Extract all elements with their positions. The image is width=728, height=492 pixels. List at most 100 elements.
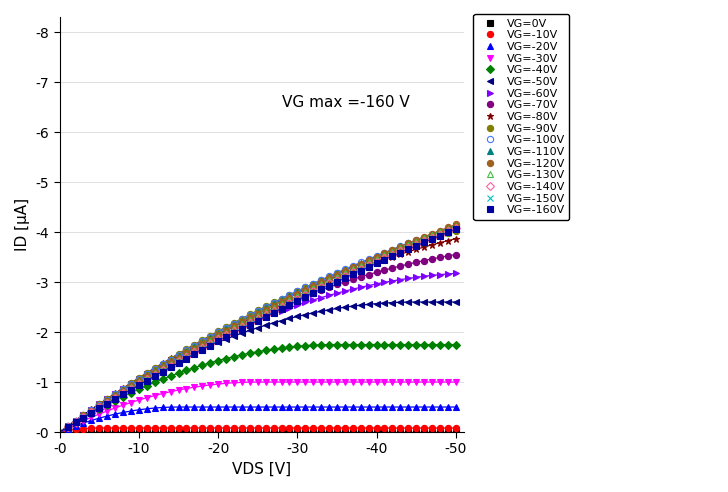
VG=-140V	[364, 262, 373, 268]
VG=-40V	[222, 356, 231, 362]
VG=-150V	[404, 246, 413, 252]
VG=-160V	[151, 373, 159, 379]
VG=-100V	[111, 392, 119, 398]
VG=-80V	[285, 293, 294, 299]
VG=-70V	[63, 423, 72, 429]
VG=-140V	[277, 304, 286, 309]
VG=-90V	[151, 366, 159, 371]
VG=-40V	[364, 341, 373, 347]
VG=-10V	[127, 425, 135, 431]
VG=-20V	[174, 404, 183, 410]
VG=-90V	[435, 233, 444, 239]
VG=-20V	[103, 413, 111, 419]
VG=-120V	[206, 337, 215, 342]
VG=-40V	[301, 343, 309, 349]
VG=-60V	[63, 423, 72, 429]
VG=-40V	[214, 358, 223, 364]
VG=-50V	[135, 378, 143, 384]
VG=-160V	[103, 400, 111, 406]
VG=-160V	[356, 268, 365, 274]
VG=0V	[229, 429, 238, 435]
VG=-50V	[182, 353, 191, 359]
VG=0V	[380, 429, 389, 435]
VG=-140V	[341, 273, 349, 279]
VG=-120V	[63, 424, 72, 430]
VG=-40V	[349, 341, 357, 347]
VG=-30V	[119, 402, 127, 408]
VG=-40V	[206, 360, 215, 366]
VG=-100V	[277, 296, 286, 302]
VG=-130V	[87, 409, 96, 415]
VG=-110V	[388, 246, 397, 252]
VG=-130V	[269, 305, 278, 311]
VG=-50V	[229, 333, 238, 339]
VG=-120V	[127, 383, 135, 389]
VG=-120V	[309, 283, 317, 289]
VG=-60V	[87, 407, 96, 413]
Line: VG=-40V: VG=-40V	[65, 341, 459, 430]
VG=-160V	[190, 351, 199, 357]
VG=-50V	[380, 300, 389, 306]
VG=-70V	[158, 362, 167, 368]
VG=-80V	[333, 274, 341, 279]
VG=-70V	[325, 284, 333, 290]
VG=-70V	[229, 324, 238, 330]
VG=-90V	[245, 311, 254, 317]
VG=-140V	[427, 235, 436, 241]
VG=-140V	[214, 337, 223, 342]
VG=-70V	[206, 336, 215, 341]
VG=-110V	[206, 335, 215, 341]
VG=-130V	[166, 361, 175, 367]
VG=-30V	[63, 425, 72, 431]
VG=-120V	[135, 378, 143, 384]
VG=-10V	[364, 425, 373, 431]
VG=-20V	[253, 404, 262, 410]
VG=-160V	[111, 396, 119, 402]
VG=-70V	[341, 279, 349, 285]
VG=-60V	[71, 418, 80, 424]
VG=-150V	[293, 297, 301, 303]
VG=-90V	[404, 243, 413, 249]
VG=-110V	[111, 392, 119, 398]
VG=-50V	[285, 315, 294, 321]
VG=-150V	[119, 391, 127, 397]
VG=-150V	[285, 301, 294, 307]
VG=-10V	[135, 425, 143, 431]
X-axis label: VDS [V]: VDS [V]	[232, 462, 291, 477]
VG=-110V	[372, 253, 381, 259]
VG=-130V	[158, 366, 167, 371]
VG=-50V	[301, 311, 309, 317]
VG=-100V	[166, 357, 175, 363]
VG=-70V	[237, 320, 246, 326]
VG=-50V	[63, 423, 72, 429]
VG=-10V	[388, 425, 397, 431]
VG=-140V	[372, 259, 381, 265]
VG=-10V	[349, 425, 357, 431]
VG=-160V	[333, 279, 341, 285]
VG=-130V	[206, 338, 215, 344]
VG=-50V	[261, 322, 270, 328]
VG=-110V	[253, 309, 262, 315]
VG=-120V	[222, 328, 231, 334]
VG=-110V	[158, 363, 167, 369]
VG=-60V	[237, 323, 246, 329]
VG=-20V	[111, 411, 119, 417]
Line: VG=-130V: VG=-130V	[65, 222, 459, 430]
VG=-100V	[427, 232, 436, 238]
VG=-30V	[182, 386, 191, 392]
VG=-130V	[317, 281, 325, 287]
VG=-10V	[341, 425, 349, 431]
VG=-40V	[245, 350, 254, 356]
VG=-100V	[396, 244, 405, 249]
VG=-150V	[341, 275, 349, 280]
VG=-40V	[119, 394, 127, 400]
VG=-90V	[87, 407, 96, 413]
VG=-60V	[325, 292, 333, 298]
VG=-120V	[158, 364, 167, 370]
VG=-150V	[301, 294, 309, 300]
VG=-80V	[198, 337, 207, 343]
VG=-110V	[404, 240, 413, 246]
VG=-50V	[443, 299, 452, 305]
VG=-110V	[229, 322, 238, 328]
VG=-90V	[269, 300, 278, 306]
